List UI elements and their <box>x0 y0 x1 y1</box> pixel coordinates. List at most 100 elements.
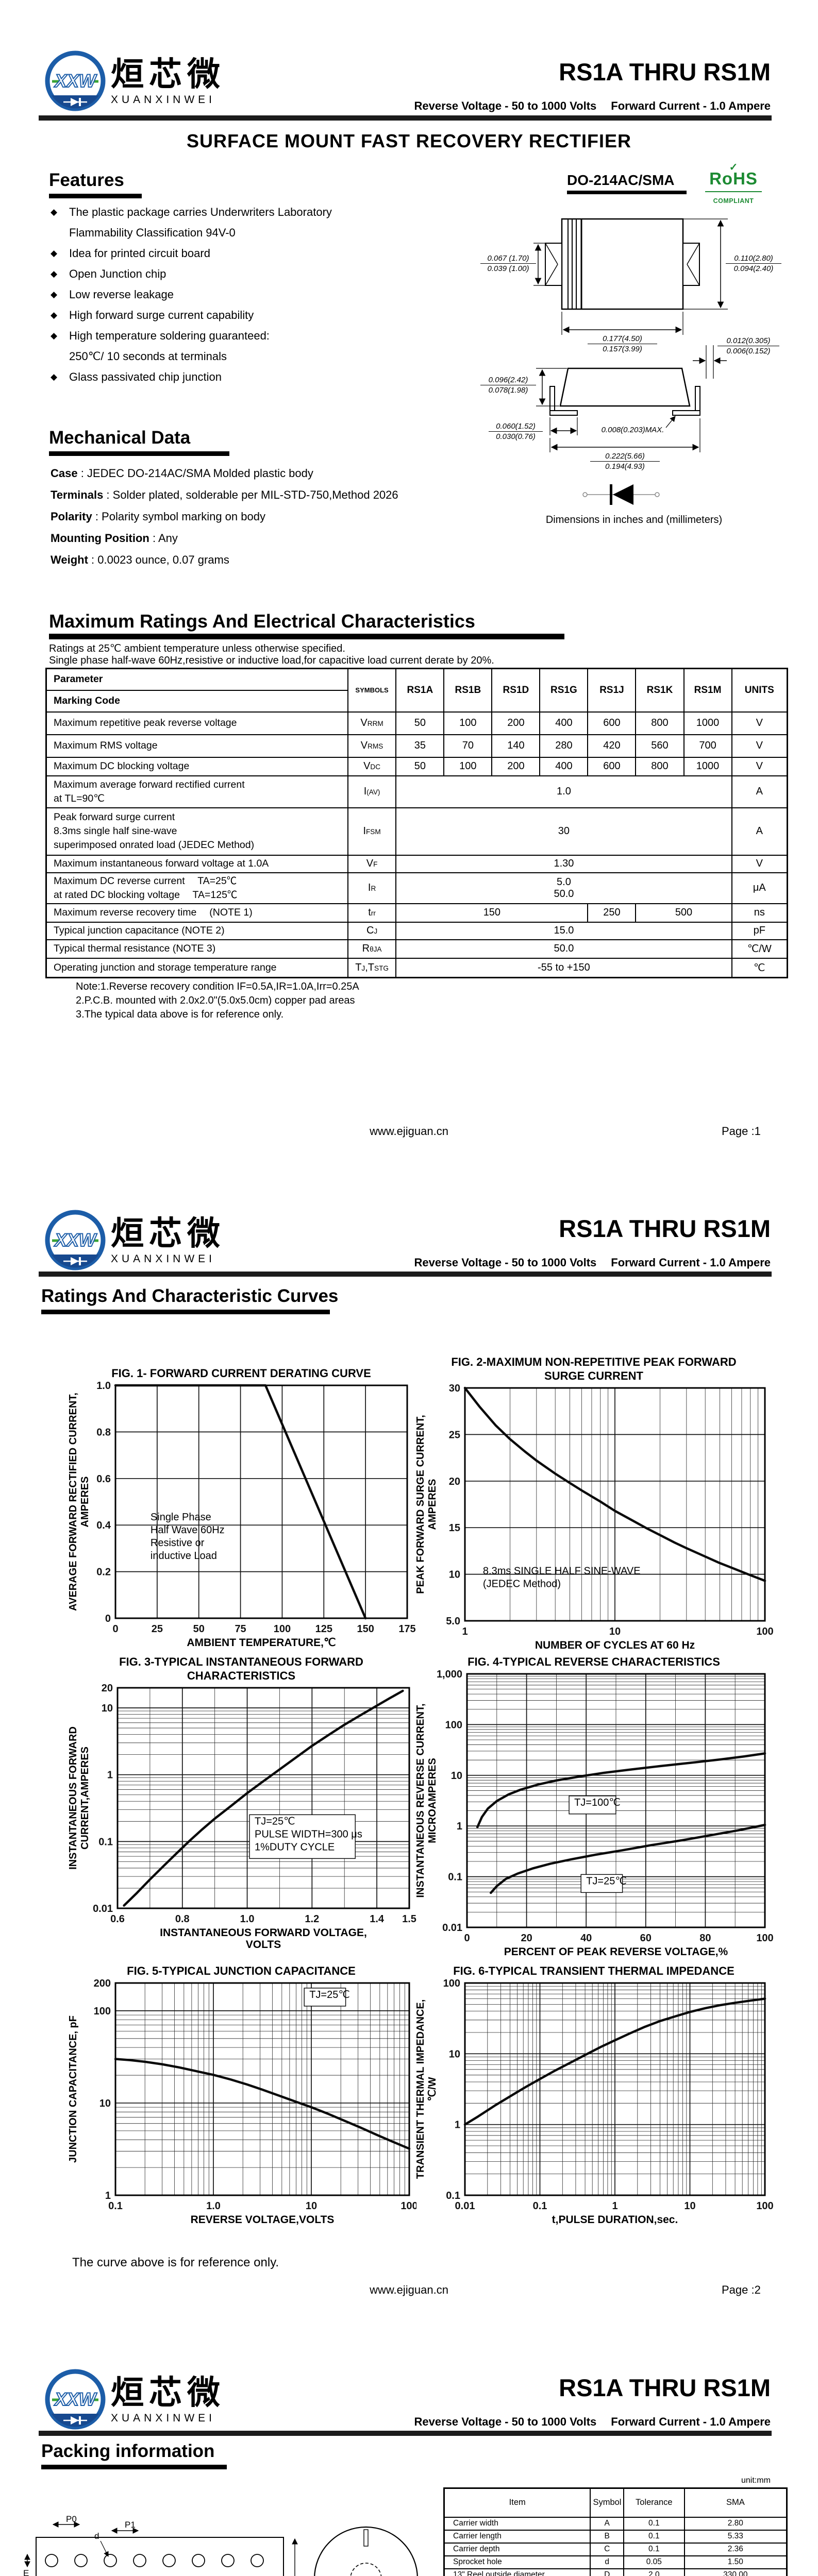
chart-annotation: Half Wave 60Hz <box>151 1524 225 1536</box>
feature-text: Glass passivated chip junction <box>69 370 222 383</box>
figure-3-title: FIG. 3-TYPICAL INSTANTANEOUS FORWARD CHA… <box>119 1655 363 1682</box>
table-cell: Peak forward surge current 8.3ms single … <box>45 807 348 856</box>
table-cell: 800 <box>635 756 685 776</box>
table-cell: 1.0 <box>395 775 732 808</box>
table-cell: 1000 <box>683 711 732 735</box>
feature-text: Idea for printed circuit board <box>69 247 210 260</box>
symbol-part: V <box>366 858 374 869</box>
data-series-IFSM <box>463 1386 766 1582</box>
table-row: Maximum reverse recovery time (NOTE 1) tr… <box>45 903 788 923</box>
figure-5: FIG. 5-TYPICAL JUNCTION CAPACITANCE 0.1 1… <box>66 1964 416 2226</box>
table-cell: 0.1 <box>623 2542 685 2556</box>
y-tick-label: 100 <box>94 2006 111 2017</box>
table-cell: 13" Reel outside diameter <box>443 2568 591 2576</box>
x-tick-label: 100 <box>756 2200 773 2212</box>
symbol-part: DC <box>370 763 381 771</box>
table-cell: 400 <box>539 756 589 776</box>
chart-annotation: PULSE WIDTH=300 μs <box>255 1828 362 1840</box>
diamond-bullet-icon: ◆ <box>51 372 58 382</box>
x-tick-label: 25 <box>152 1623 163 1635</box>
brand-name-cn: 烜芯微 <box>111 1215 225 1252</box>
note-line: 2.P.C.B. mounted with 2.0x2.0"(5.0x5.0cm… <box>76 995 355 1006</box>
table-row: Sprocket hole d 0.05 1.50 <box>443 2555 788 2569</box>
x-tick-label: 10 <box>306 2200 317 2212</box>
ratings-notes: Note:1.Reverse recovery condition IF=0.5… <box>49 980 554 1022</box>
dim-value: 0.094(2.40) <box>733 264 774 273</box>
table-cell: Typical junction capacitance (NOTE 2) <box>45 921 348 940</box>
figure-3: FIG. 3-TYPICAL INSTANTANEOUS FORWARD CHA… <box>66 1655 416 1952</box>
mech-label: Weight <box>51 553 88 566</box>
mech-data-line: Polarity : Polarity symbol marking on bo… <box>51 506 483 528</box>
dim-value: 0.096(2.42) <box>480 375 536 385</box>
y-tick-label: 0 <box>105 1613 111 1624</box>
chart-annotation: (JEDEC Method) <box>483 1579 561 1590</box>
figure-6-title: FIG. 6-TYPICAL TRANSIENT THERMAL IMPEDAN… <box>453 1964 734 1977</box>
table-cell: V <box>731 711 788 735</box>
table-cell: 5.0 50.0 <box>395 872 732 904</box>
mech-label: Case <box>51 467 78 480</box>
packing-table: Item Symbol Tolerance SMA Carrier width A 0.1 2… <box>443 2487 788 2576</box>
table-row: Maximum average forward rectified curren… <box>45 775 788 808</box>
forward-current-rating: Forward Current - 1.0 Ampere <box>611 99 771 112</box>
page2-logo: XXW <box>44 1208 107 1273</box>
tape-dim-e-label: E <box>23 2568 29 2576</box>
dim-body-height: 0.110(2.80) 0.094(2.40) <box>726 253 781 274</box>
x-axis-label: PERCENT OF PEAK REVERSE VOLTAGE,% <box>504 1946 728 1958</box>
mech-data-line: Weight : 0.0023 ounce, 0.07 grams <box>51 549 483 571</box>
x-tick-label: 60 <box>640 1933 652 1944</box>
y-axis-label: AVERAGE FORWARD RECTIFIED CURRENT, <box>68 1393 79 1611</box>
y-tick-label: 0.8 <box>96 1427 111 1438</box>
table-row: Maximum DC blocking voltage VDC 50 100 200 40… <box>45 756 788 776</box>
table-cell: A <box>731 807 788 856</box>
y-tick-label: 200 <box>94 1979 111 1989</box>
dim-overall-width: 0.222(5.66) 0.194(4.93) <box>590 451 660 471</box>
table-row: Maximum DC reverse current TA=25℃ at rat… <box>45 872 788 904</box>
table-header-cell: UNITS <box>731 668 788 713</box>
table-row: Peak forward surge current 8.3ms single … <box>45 807 788 856</box>
table-row: 13" Reel outside diameter D 2.0 330.00 <box>443 2568 788 2576</box>
table-cell: 600 <box>587 711 637 735</box>
table-cell: μA <box>731 872 788 904</box>
table-cell: 0.1 <box>623 2529 685 2544</box>
feature-item: ◆ Low reverse leakage <box>51 284 411 305</box>
header-rule <box>39 1272 772 1277</box>
table-row: Maximum instantaneous forward voltage at… <box>45 854 788 873</box>
table-cell: 700 <box>683 734 732 758</box>
brand-name-en: XUANXINWEI <box>111 94 216 106</box>
x-tick-label: 1.0 <box>240 1913 255 1925</box>
mech-label: Mounting Position <box>51 532 149 545</box>
table-cell: trr <box>347 903 397 923</box>
x-tick-label: 150 <box>357 1623 374 1635</box>
feature-item: 250℃/ 10 seconds at terminals <box>51 346 411 367</box>
feature-text: Open Junction chip <box>69 267 166 280</box>
table-header-cell: Tolerance <box>623 2487 685 2518</box>
footer-page-number: Page :2 <box>722 2283 761 2296</box>
mech-value: : Any <box>149 532 178 545</box>
y-tick-label: 1 <box>455 2120 460 2131</box>
table-header-cell: SMA <box>683 2487 788 2518</box>
symbol-part: V <box>360 717 368 728</box>
dim-value: 0.177(4.50) <box>588 334 657 344</box>
feature-text: The plastic package carries Underwriters… <box>69 206 332 218</box>
packing-heading: Packing information <box>41 2441 215 2461</box>
part-number-title: RS1A THRU RS1M <box>559 2374 771 2401</box>
y-tick-label: 0.1 <box>446 2190 460 2201</box>
reference-note: The curve above is for reference only. <box>72 2256 279 2269</box>
y-tick-label: 0.1 <box>448 1872 462 1883</box>
diamond-bullet-icon: ◆ <box>51 269 58 279</box>
y-axis-label: TRANSIENT THERMAL IMPEDANCE, <box>415 1999 426 2179</box>
dim-value: 0.006(0.152) <box>726 347 771 355</box>
ratings-table-wrap: Parameter SYMBOLS RS1A RS1B RS1D RS1G RS1J RS1K… <box>45 668 788 978</box>
features-underline <box>49 194 142 198</box>
features-heading: Features <box>49 170 124 190</box>
chart-annotation: Single Phase <box>151 1512 211 1523</box>
table-cell: 50 <box>395 711 445 735</box>
ratings-underline <box>49 634 564 639</box>
y-axis-label: AMPERES <box>79 1477 91 1528</box>
table-cell: Maximum instantaneous forward voltage at… <box>45 854 348 873</box>
table-cell: 1000 <box>683 756 732 776</box>
y-tick-label: 30 <box>449 1384 460 1394</box>
table-cell: CJ <box>347 921 397 940</box>
